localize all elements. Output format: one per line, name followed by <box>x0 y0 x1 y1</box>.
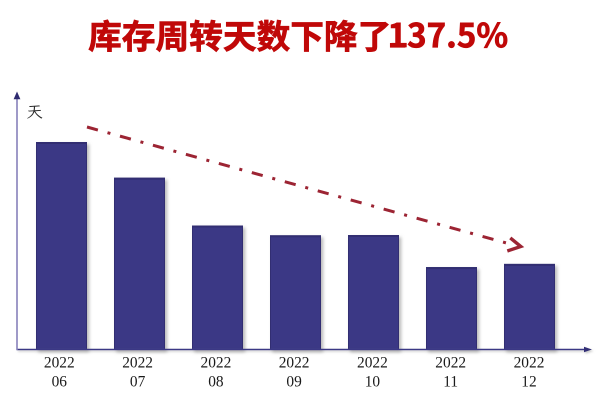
svg-text:06: 06 <box>52 373 68 390</box>
svg-text:12: 12 <box>521 373 536 390</box>
svg-text:10: 10 <box>365 373 381 390</box>
svg-text:11: 11 <box>443 373 458 390</box>
svg-text:2022: 2022 <box>44 355 75 372</box>
svg-text:2022: 2022 <box>201 355 232 372</box>
svg-text:2022: 2022 <box>514 355 545 372</box>
svg-text:09: 09 <box>286 373 302 390</box>
svg-text:08: 08 <box>208 373 224 390</box>
svg-text:2022: 2022 <box>357 355 388 372</box>
svg-text:2022: 2022 <box>435 355 466 372</box>
svg-text:07: 07 <box>130 373 146 390</box>
svg-text:2022: 2022 <box>122 355 153 372</box>
svg-text:2022: 2022 <box>279 355 310 372</box>
